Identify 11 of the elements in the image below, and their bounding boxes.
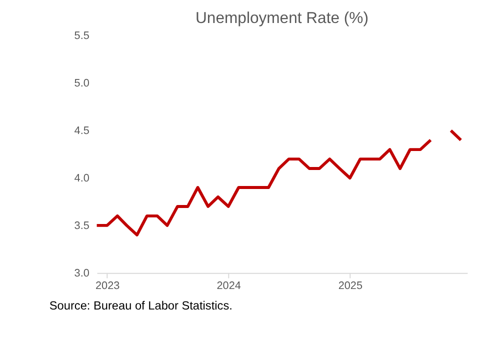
- x-tick-label: 2025: [338, 280, 362, 292]
- y-tick-label: 3.0: [74, 267, 90, 280]
- source-note: Source: Bureau of Labor Statistics.: [49, 298, 232, 312]
- chart-title: Unemployment Rate (%): [196, 10, 368, 27]
- y-tick-label: 5.5: [74, 30, 90, 42]
- x-tick-label: 2023: [96, 280, 120, 292]
- y-tick-label: 3.5: [74, 220, 90, 232]
- x-tick-label: 2024: [216, 280, 241, 292]
- y-tick-label: 4.5: [74, 125, 90, 138]
- y-tick-label: 5.0: [74, 78, 90, 90]
- y-tick-label: 4.0: [74, 172, 90, 184]
